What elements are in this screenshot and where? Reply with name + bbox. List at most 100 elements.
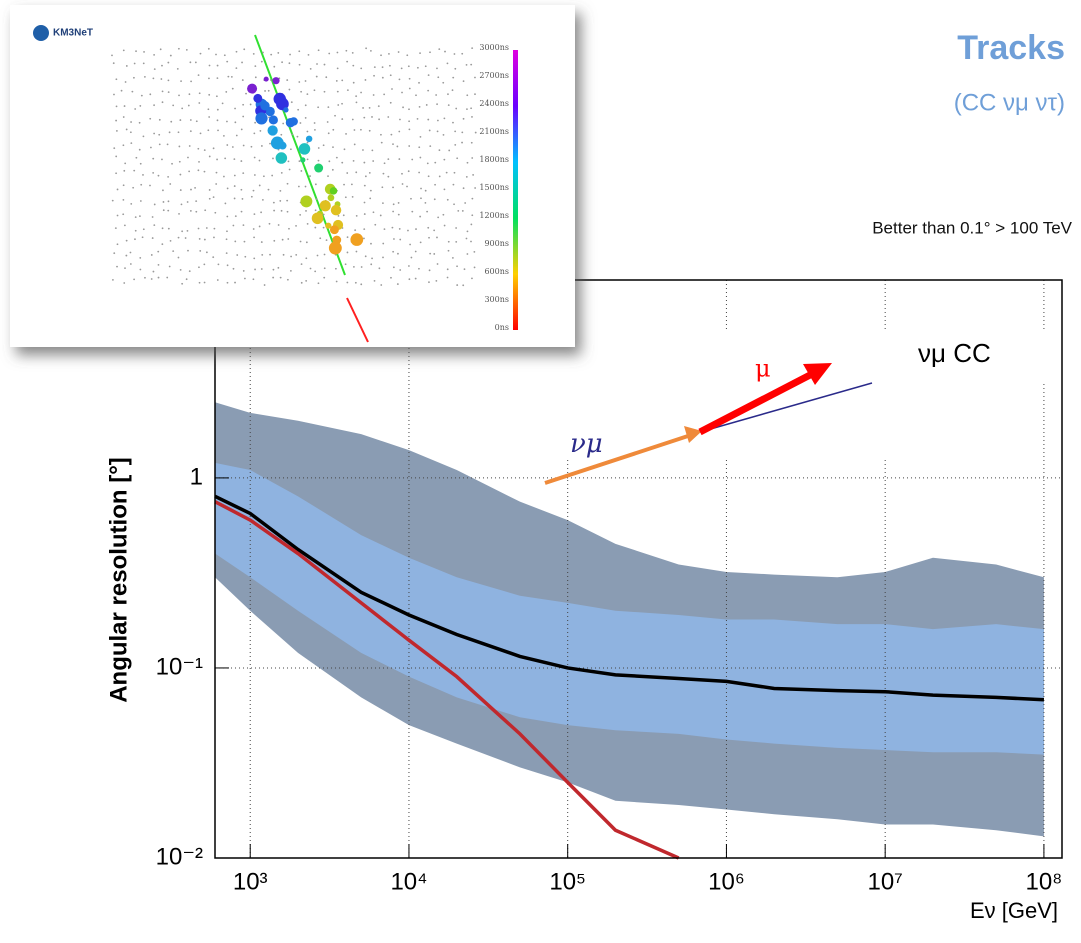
- sensor: [142, 174, 144, 176]
- sensor: [442, 81, 445, 84]
- scale-label: 0ns: [495, 323, 509, 332]
- sensor: [369, 189, 372, 192]
- sensor: [139, 105, 142, 107]
- sensor: [226, 60, 229, 63]
- sensor: [134, 216, 137, 219]
- sensor: [260, 60, 263, 63]
- hit: [300, 157, 306, 163]
- sensor: [471, 214, 474, 217]
- sensor: [381, 186, 384, 189]
- sensor: [418, 267, 420, 270]
- sensor: [197, 74, 200, 77]
- hit: [275, 152, 288, 164]
- sensor: [411, 210, 414, 213]
- plot-frame: [214, 279, 1063, 859]
- sensor: [396, 145, 399, 148]
- sensor: [261, 253, 264, 256]
- sensor: [260, 211, 263, 214]
- sensor: [381, 66, 384, 69]
- sensor: [304, 185, 307, 188]
- sensor: [380, 54, 382, 57]
- sensor: [328, 52, 331, 55]
- sensor: [120, 89, 123, 92]
- sensor: [470, 107, 473, 110]
- sensor: [234, 121, 237, 124]
- sensor: [346, 172, 349, 174]
- sensor: [424, 189, 427, 192]
- sensor: [316, 254, 319, 257]
- sensor: [153, 68, 156, 71]
- sensor: [240, 160, 243, 162]
- sensor: [139, 268, 142, 271]
- sensor: [273, 65, 276, 68]
- hit: [328, 241, 342, 255]
- sensor: [277, 52, 280, 54]
- sensor: [343, 148, 346, 151]
- sensor: [242, 115, 245, 118]
- sensor: [344, 196, 347, 199]
- sensor: [162, 201, 165, 203]
- sensor: [122, 144, 125, 147]
- scale-label: 300ns: [484, 295, 509, 304]
- sensor: [315, 75, 318, 78]
- sensor: [177, 131, 180, 134]
- sensor: [273, 209, 276, 212]
- sensor: [177, 47, 180, 50]
- sensor: [355, 250, 358, 253]
- sensor: [111, 54, 113, 57]
- sensor: [241, 79, 244, 81]
- series-line: [214, 494, 1044, 702]
- sensor: [181, 230, 184, 233]
- sensor: [288, 168, 291, 171]
- sensor: [363, 201, 366, 204]
- sensor: [152, 157, 155, 160]
- sensor: [410, 256, 413, 259]
- sensor: [287, 160, 290, 163]
- sensor: [252, 52, 255, 55]
- sensor: [419, 156, 422, 159]
- sensor: [377, 105, 380, 108]
- sensor: [277, 266, 280, 269]
- sensor: [418, 171, 421, 174]
- sensor: [198, 266, 200, 269]
- sensor: [187, 156, 189, 159]
- sensor: [400, 67, 403, 70]
- sensor: [461, 210, 464, 212]
- sensor: [270, 53, 273, 56]
- sensor: [382, 242, 385, 245]
- sensor: [166, 143, 169, 146]
- hit: [268, 115, 278, 125]
- sensor: [341, 161, 344, 164]
- sensor: [438, 48, 441, 51]
- sensor: [382, 256, 384, 259]
- sensor: [337, 214, 340, 217]
- sensor: [264, 90, 266, 92]
- sensor: [446, 62, 449, 65]
- sensor: [203, 281, 206, 284]
- sensor: [314, 128, 316, 131]
- sensor: [328, 160, 331, 163]
- sensor: [290, 255, 292, 258]
- sensor: [190, 188, 192, 191]
- sensor: [282, 253, 285, 256]
- sensor: [215, 183, 218, 185]
- sensor: [188, 145, 191, 147]
- sensor: [365, 47, 368, 50]
- sensor: [433, 198, 436, 201]
- sensor: [113, 252, 116, 255]
- sensor: [203, 170, 206, 173]
- sensor: [331, 168, 334, 171]
- sensor: [122, 49, 125, 52]
- sensor: [436, 236, 438, 239]
- sensor: [260, 145, 263, 147]
- sensor: [392, 186, 394, 189]
- sensor: [465, 63, 468, 66]
- label-strip: [75, 585, 103, 938]
- sensor: [326, 121, 329, 123]
- sensor: [179, 173, 182, 176]
- sensor: [456, 284, 459, 286]
- sensor: [407, 65, 410, 68]
- sensor: [180, 80, 182, 83]
- scale-label: 900ns: [484, 239, 509, 248]
- sensor: [416, 117, 419, 120]
